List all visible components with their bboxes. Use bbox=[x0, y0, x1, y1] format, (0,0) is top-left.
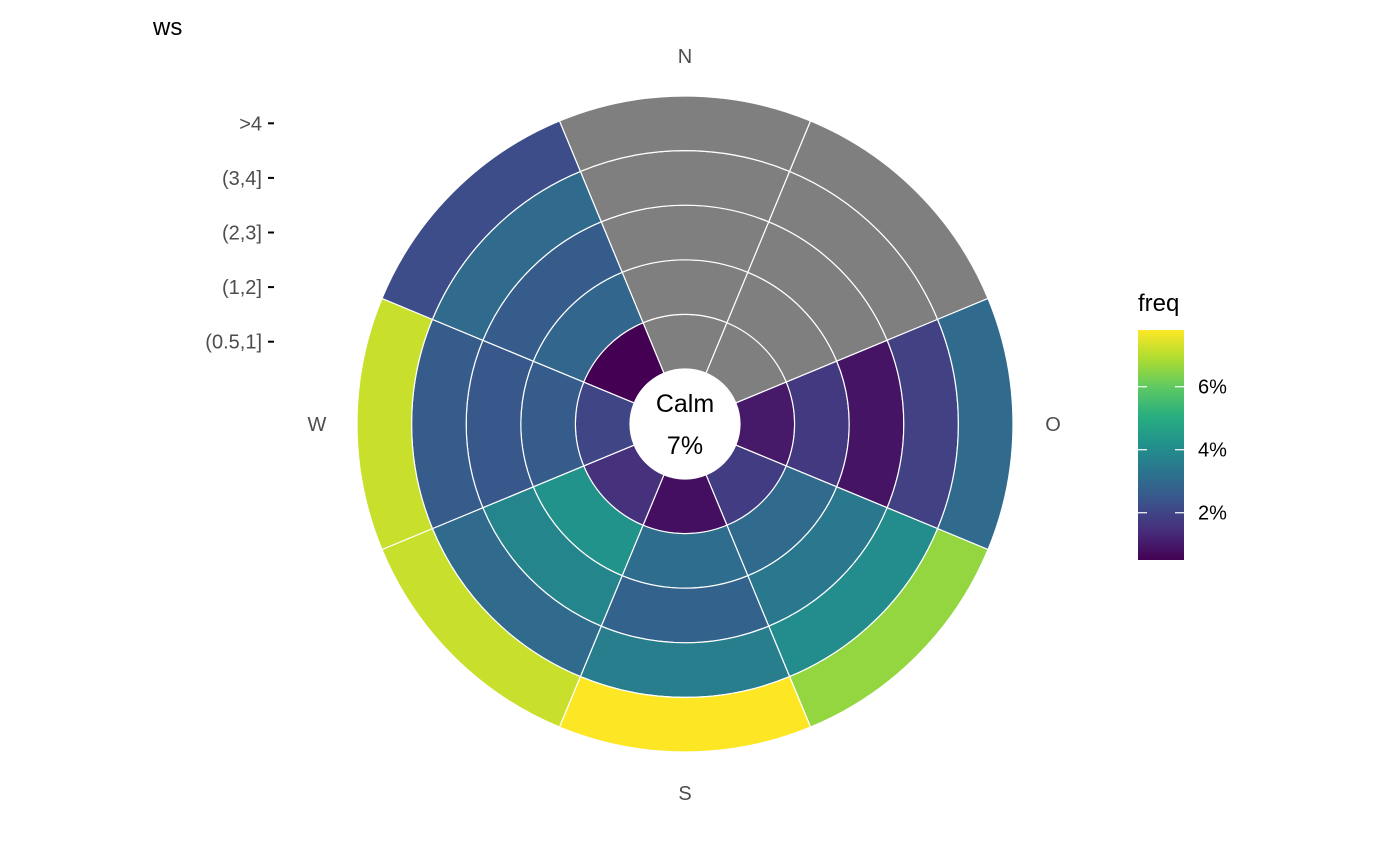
direction-label-o: O bbox=[1045, 414, 1061, 436]
cell-nw-4 bbox=[381, 120, 582, 321]
y-tick-label: (3,4] bbox=[222, 168, 262, 190]
y-tick-label: >4 bbox=[239, 113, 262, 135]
calm-center: Calm 7% bbox=[630, 369, 740, 479]
legend: freq 2% 4% 6% bbox=[1138, 290, 1227, 560]
cell-n-1 bbox=[621, 259, 749, 324]
cell-w-1 bbox=[520, 360, 585, 488]
y-tick-label: (2,3] bbox=[222, 223, 262, 245]
direction-label-w: W bbox=[308, 414, 327, 436]
legend-tick-label: 4% bbox=[1198, 440, 1227, 462]
y-axis-title: ws bbox=[152, 14, 182, 41]
cell-s-1 bbox=[621, 524, 749, 589]
calm-label: Calm bbox=[656, 390, 714, 418]
cell-o-1 bbox=[785, 360, 850, 488]
calm-value: 7% bbox=[667, 432, 703, 460]
cells-layer bbox=[356, 95, 1014, 753]
legend-title: freq bbox=[1138, 290, 1179, 317]
legend-colorbar bbox=[1138, 330, 1184, 560]
axis-layer: N O S Wws (0.5,1] (1,2] (2,3] (3,4] >4 bbox=[152, 14, 1061, 805]
direction-label-n: N bbox=[678, 46, 692, 68]
calm-circle bbox=[630, 369, 740, 479]
y-tick-label: (0.5,1] bbox=[205, 332, 262, 354]
legend-tick-label: 6% bbox=[1198, 377, 1227, 399]
direction-label-s: S bbox=[678, 783, 691, 805]
y-tick-label: (1,2] bbox=[222, 277, 262, 299]
legend-tick-label: 2% bbox=[1198, 503, 1227, 525]
